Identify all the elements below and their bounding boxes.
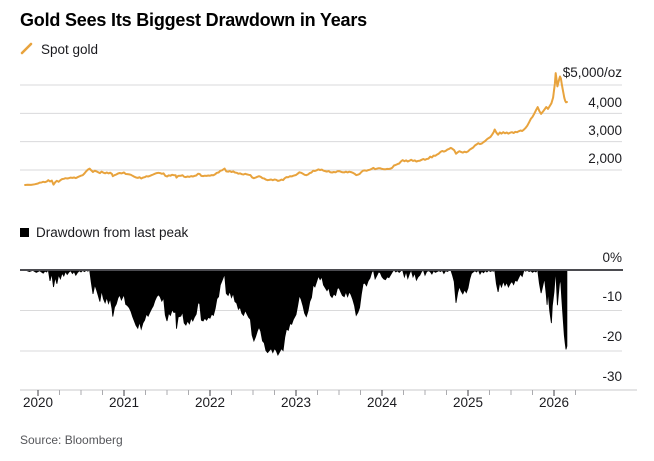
x-axis-label: 2020 — [22, 395, 54, 410]
drawdown-square-icon — [20, 228, 29, 237]
y-axis-label-price: 3,000 — [588, 123, 622, 138]
y-axis-label-drawdown: -30 — [602, 369, 622, 384]
y-axis-label-drawdown: -10 — [602, 289, 622, 304]
x-axis-label: 2025 — [452, 395, 484, 410]
gridlines-group — [20, 84, 622, 352]
y-axis-label-price: 4,000 — [588, 95, 622, 110]
axis-ticks-group — [20, 389, 637, 396]
drawdown-area-series — [24, 268, 568, 357]
chart-title: Gold Sees Its Biggest Drawdown in Years — [20, 10, 367, 30]
x-axis-label: 2021 — [108, 395, 140, 410]
x-axis-label: 2024 — [366, 395, 398, 410]
y-axis-label-price: $5,000/oz — [562, 65, 622, 80]
x-axis-label: 2026 — [538, 395, 570, 410]
x-axis-label: 2023 — [280, 395, 312, 410]
spot-gold-line-series — [24, 72, 568, 186]
legend-drawdown: Drawdown from last peak — [20, 225, 188, 240]
legend-spot-gold-label: Spot gold — [41, 42, 99, 57]
y-axis-label-drawdown: 0% — [602, 250, 622, 265]
x-axis-label: 2022 — [194, 395, 226, 410]
y-axis-label-price: 2,000 — [588, 151, 622, 166]
legend-spot-gold: Spot gold — [20, 41, 98, 58]
y-axis-label-drawdown: -20 — [602, 329, 622, 344]
legend-drawdown-label: Drawdown from last peak — [36, 225, 189, 240]
source-attribution: Source: Bloomberg — [20, 433, 123, 447]
spot-gold-slash-icon — [20, 41, 34, 58]
